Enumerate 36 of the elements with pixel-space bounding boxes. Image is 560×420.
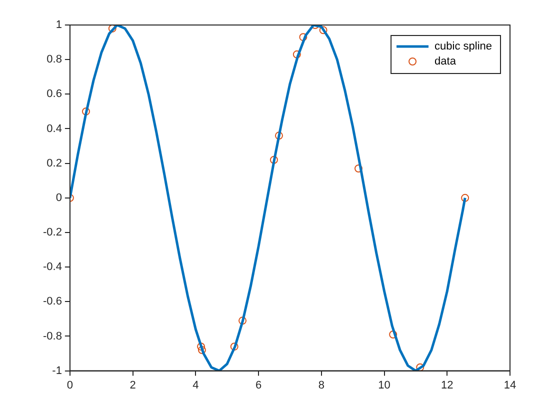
y-tick-label: -0.2	[42, 226, 62, 239]
x-tick-label: 4	[192, 379, 199, 392]
y-tick-label: -0.4	[42, 261, 62, 274]
point	[108, 25, 116, 32]
point	[198, 346, 206, 354]
legend-label: data	[434, 56, 457, 68]
y-tick-label: -1	[52, 364, 62, 377]
x-tick-label: 10	[378, 379, 390, 392]
point	[299, 33, 308, 42]
point	[197, 342, 206, 351]
y-tick-label: -0.8	[42, 330, 62, 342]
y-tick-label: 0.8	[46, 54, 62, 66]
point	[82, 107, 90, 116]
y-tick-label: 0.6	[46, 88, 62, 100]
y-tick-label: 0.2	[46, 157, 62, 170]
point	[416, 363, 424, 371]
point	[319, 26, 328, 34]
y-tick-label: 0	[56, 192, 62, 204]
legend-label: cubic spline	[434, 40, 492, 53]
point	[461, 194, 470, 202]
y-tick-label: -0.6	[42, 296, 62, 308]
point	[238, 316, 247, 325]
x-tick-label: 2	[130, 379, 136, 392]
point	[292, 50, 301, 58]
point	[270, 156, 278, 164]
x-tick-label: 8	[318, 379, 324, 392]
y-tick-label: 0.4	[46, 122, 62, 135]
x-tick-label: 0	[66, 379, 74, 392]
x-tick-label: 12	[441, 379, 454, 392]
y-tick-label: 1	[56, 19, 62, 32]
point	[230, 342, 238, 351]
x-tick-label: 6	[255, 379, 262, 392]
point	[354, 164, 362, 173]
x-tick-label: 14	[504, 379, 516, 392]
point	[274, 132, 283, 140]
point	[389, 330, 398, 338]
